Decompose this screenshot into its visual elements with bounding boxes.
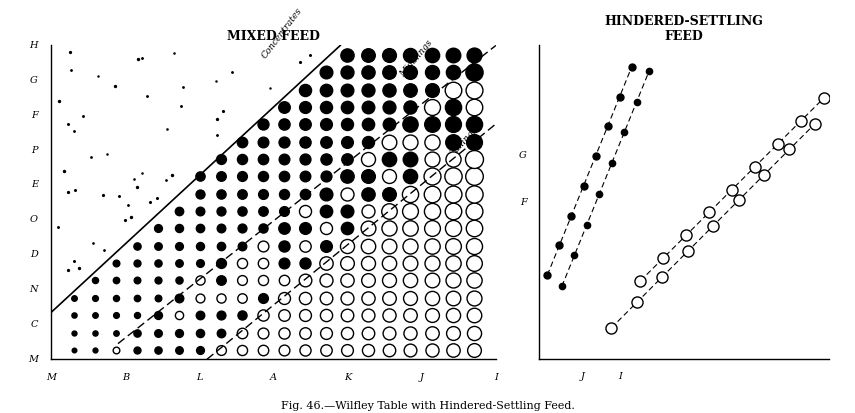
Text: D: D <box>30 250 38 259</box>
Text: F: F <box>32 111 38 120</box>
Text: K: K <box>344 373 351 382</box>
Text: J: J <box>420 373 424 382</box>
Text: G: G <box>519 151 527 160</box>
Text: I: I <box>494 373 498 382</box>
Text: E: E <box>31 180 38 190</box>
Text: C: C <box>31 320 38 329</box>
Text: J: J <box>581 372 584 381</box>
Text: H: H <box>29 41 38 50</box>
Text: M: M <box>46 373 56 382</box>
Text: B: B <box>122 373 129 382</box>
Text: N: N <box>29 285 38 294</box>
Text: I: I <box>618 372 622 381</box>
Title: MIXED FEED: MIXED FEED <box>227 30 320 43</box>
Text: L: L <box>197 373 203 382</box>
Text: Concentrates: Concentrates <box>261 6 304 60</box>
Text: A: A <box>270 373 277 382</box>
Title: HINDERED-SETTLING
FEED: HINDERED-SETTLING FEED <box>604 15 764 43</box>
Text: M: M <box>28 355 38 364</box>
Text: F: F <box>521 198 527 207</box>
Text: P: P <box>32 145 38 154</box>
Text: Middlings: Middlings <box>398 38 434 79</box>
Text: G: G <box>30 76 38 85</box>
Text: O: O <box>30 215 38 224</box>
Text: Tailings: Tailings <box>450 125 481 157</box>
Text: Fig. 46.—Wilfley Table with Hindered-Settling Feed.: Fig. 46.—Wilfley Table with Hindered-Set… <box>280 401 575 411</box>
